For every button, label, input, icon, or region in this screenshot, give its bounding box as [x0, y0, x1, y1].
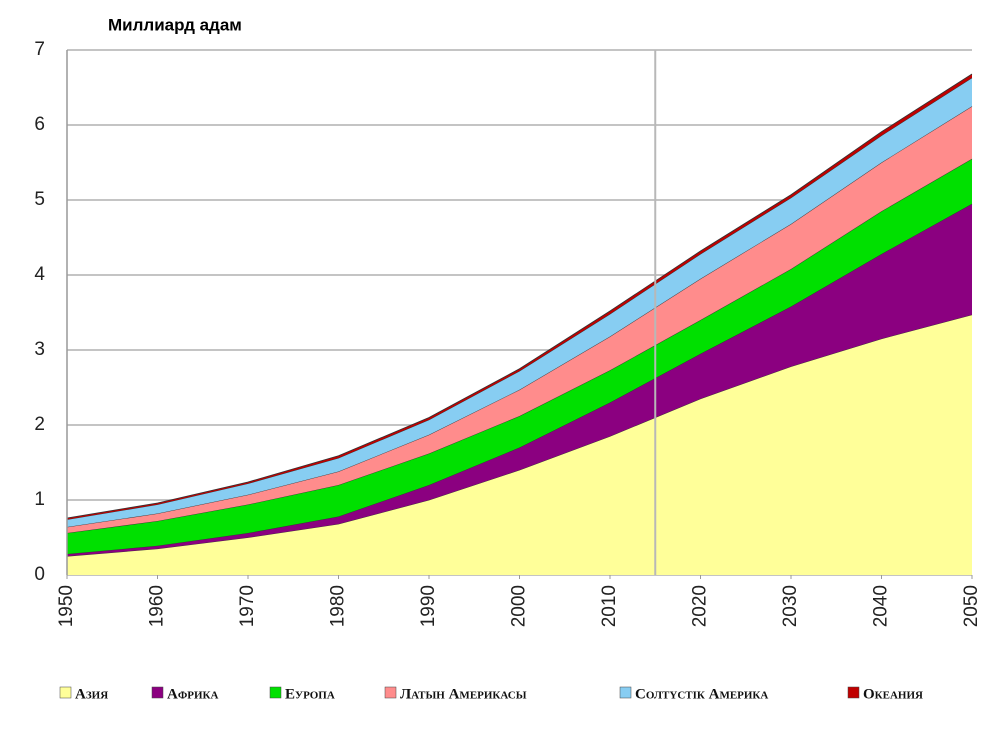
- x-tick-label: 2030: [780, 585, 801, 627]
- y-tick-label: 3: [34, 339, 45, 360]
- legend-swatch: [847, 686, 860, 699]
- legend-swatch: [59, 686, 72, 699]
- y-tick-label: 2: [34, 414, 45, 435]
- y-tick-label: 7: [34, 39, 45, 60]
- x-tick-label: 1990: [418, 585, 439, 627]
- y-tick-label: 6: [34, 114, 45, 135]
- legend-label: Еуропа: [285, 686, 335, 702]
- y-tick-label: 1: [34, 489, 45, 510]
- x-tick-label: 2020: [690, 585, 711, 627]
- x-tick-label: 2010: [599, 585, 620, 627]
- x-tick-label: 1970: [237, 585, 258, 627]
- x-tick-label: 2050: [961, 585, 982, 627]
- x-tick-label: 2040: [871, 585, 892, 627]
- y-axis-title: Миллиард адам: [108, 15, 242, 34]
- y-tick-label: 5: [34, 189, 45, 210]
- x-tick-label: 1980: [328, 585, 349, 627]
- area-edge: [66, 73, 973, 519]
- legend-swatch: [384, 686, 397, 699]
- legend-label: Африка: [167, 686, 219, 702]
- legend-label: Латын Америкасы: [400, 686, 527, 702]
- legend-swatch: [619, 686, 632, 699]
- legend-swatch: [269, 686, 282, 699]
- legend-label: Азия: [75, 686, 108, 702]
- x-tick-label: 1950: [56, 585, 77, 627]
- y-tick-label: 0: [34, 564, 45, 585]
- legend-swatch: [151, 686, 164, 699]
- x-tick-label: 2000: [509, 585, 530, 627]
- legend-label: Солтүстік Америка: [635, 686, 768, 702]
- area-fill: [67, 314, 972, 575]
- x-tick-label: 1960: [147, 585, 168, 627]
- y-tick-label: 4: [34, 264, 45, 285]
- legend-label: Океания: [863, 686, 923, 702]
